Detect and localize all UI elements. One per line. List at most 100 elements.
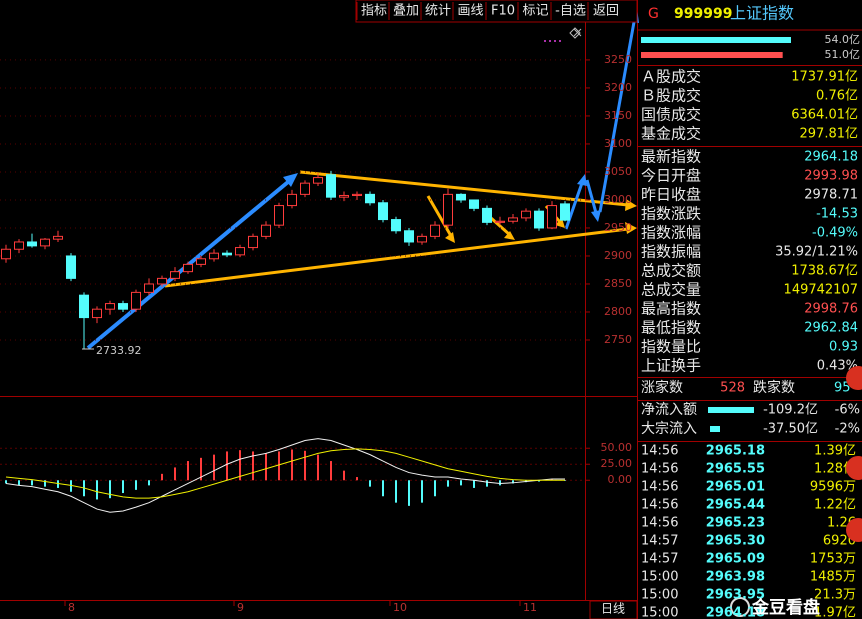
trade-volume: 9596万	[810, 480, 856, 495]
quote-label: Ａ股成交	[641, 68, 701, 86]
quote-label: Ｂ股成交	[641, 87, 701, 105]
trade-volume: 6920	[823, 534, 856, 549]
flow-value: -109.2亿	[763, 403, 818, 418]
quote-value: 1737.91亿	[791, 70, 858, 85]
trade-time: 15:00	[641, 588, 678, 603]
trade-volume: 1753万	[810, 552, 856, 567]
trade-price: 2965.23	[706, 516, 765, 531]
icon-close[interactable]	[573, 28, 582, 37]
candle-body	[508, 217, 518, 222]
candle-body	[118, 303, 128, 310]
toolbar-button[interactable]: F10	[491, 4, 515, 19]
candle-body	[248, 235, 258, 249]
candle-body	[339, 194, 349, 198]
quote-value: -14.53	[816, 207, 858, 222]
candle-body	[417, 235, 427, 243]
quote-label: 最高指数	[641, 300, 701, 318]
trade-time: 15:00	[641, 606, 678, 619]
low-annotation: 2733.92	[96, 344, 142, 357]
quote-code: 999999	[674, 6, 732, 22]
icon-diamond[interactable]	[569, 27, 581, 39]
candle-body	[40, 238, 50, 247]
y-tick-label: 3250	[604, 53, 632, 66]
candle-body	[209, 252, 219, 260]
quote-label: 国债成交	[641, 106, 701, 124]
quote-label: 指数振幅	[641, 243, 701, 261]
toolbar-button[interactable]: 指标	[361, 4, 387, 19]
candle-body	[53, 235, 63, 240]
y-tick-label: 2750	[604, 333, 632, 346]
quote-value: 35.92/1.21%	[775, 245, 858, 260]
quote-value: 0.76亿	[816, 89, 858, 104]
candle-body	[300, 182, 310, 195]
trade-volume: 1.39亿	[814, 444, 856, 459]
y-tick-label: 25.00	[601, 457, 633, 470]
quote-label: 总成交量	[641, 281, 701, 299]
quote-value: 0.43%	[817, 359, 858, 374]
toolbar-button[interactable]: 叠加	[393, 4, 419, 19]
candle-body	[391, 219, 401, 232]
trade-price: 2963.98	[706, 570, 765, 585]
quote-value: 2964.18	[804, 150, 858, 165]
candle-body	[521, 210, 531, 219]
quote-name: 上证指数	[730, 4, 794, 23]
quote-value: -0.49%	[812, 226, 858, 241]
quote-value: 2962.84	[804, 321, 858, 336]
toolbar-button[interactable]: 画线	[457, 4, 483, 19]
flow-label: 大宗流入	[641, 421, 697, 437]
flow-value: -37.50亿	[763, 422, 818, 437]
volume-bar-label: 54.0亿	[825, 33, 861, 46]
candle-body	[495, 220, 505, 223]
period-label: 日线	[601, 602, 625, 616]
breadth-label: 跌家数	[753, 379, 795, 396]
candle-body	[1, 248, 11, 260]
side-buttons[interactable]	[846, 366, 862, 542]
toolbar	[355, 0, 638, 23]
quote-label: 昨日收盘	[641, 186, 701, 204]
toolbar-button[interactable]: -自选	[555, 4, 586, 19]
y-tick-label: 3150	[604, 109, 632, 122]
trade-price: 2963.95	[706, 588, 765, 603]
x-tick-label: 10	[393, 601, 407, 614]
toolbar-button[interactable]: 统计	[425, 4, 451, 19]
x-tick-label: 11	[523, 601, 537, 614]
macd-line	[5, 438, 565, 513]
y-tick-label: 2850	[604, 277, 632, 290]
breadth-label: 涨家数	[641, 379, 683, 396]
quote-value: 2978.71	[804, 188, 858, 203]
candle-body	[92, 308, 102, 319]
candle-body	[27, 241, 37, 247]
y-tick-label: 3050	[604, 165, 632, 178]
trade-price: 2965.30	[706, 534, 765, 549]
period-box	[589, 600, 638, 619]
breadth-up: 528	[720, 381, 745, 396]
marker-dots	[544, 40, 561, 42]
y-tick-label: 2950	[604, 221, 632, 234]
quote-label: 总成交额	[641, 262, 701, 280]
trade-volume: 1485万	[810, 570, 856, 585]
candle-body	[534, 210, 544, 229]
quote-label: 指数涨跌	[641, 205, 701, 223]
toolbar-button[interactable]: 标记	[522, 4, 548, 19]
trade-time: 14:57	[641, 552, 678, 567]
candle-body	[404, 230, 414, 243]
trade-time: 14:57	[641, 534, 678, 549]
volume-bar-label: 51.0亿	[825, 48, 861, 61]
trade-price: 2965.01	[706, 480, 765, 495]
quote-value: 297.81亿	[800, 127, 859, 142]
candle-body	[222, 252, 232, 256]
candle-body	[144, 283, 154, 293]
trade-volume: 1.97亿	[814, 606, 856, 619]
toolbar-button[interactable]: 返回	[593, 4, 619, 19]
quote-value: 149742107	[784, 283, 858, 298]
flow-label: 净流入额	[641, 402, 697, 418]
trade-time: 15:00	[641, 570, 678, 585]
candle-body	[443, 193, 453, 226]
trade-price: 2965.18	[706, 444, 765, 459]
candle-body	[274, 205, 284, 226]
trade-price: 2964.18	[706, 606, 765, 619]
y-tick-label: 2800	[604, 305, 632, 318]
quote-value: 6364.01亿	[791, 108, 858, 123]
